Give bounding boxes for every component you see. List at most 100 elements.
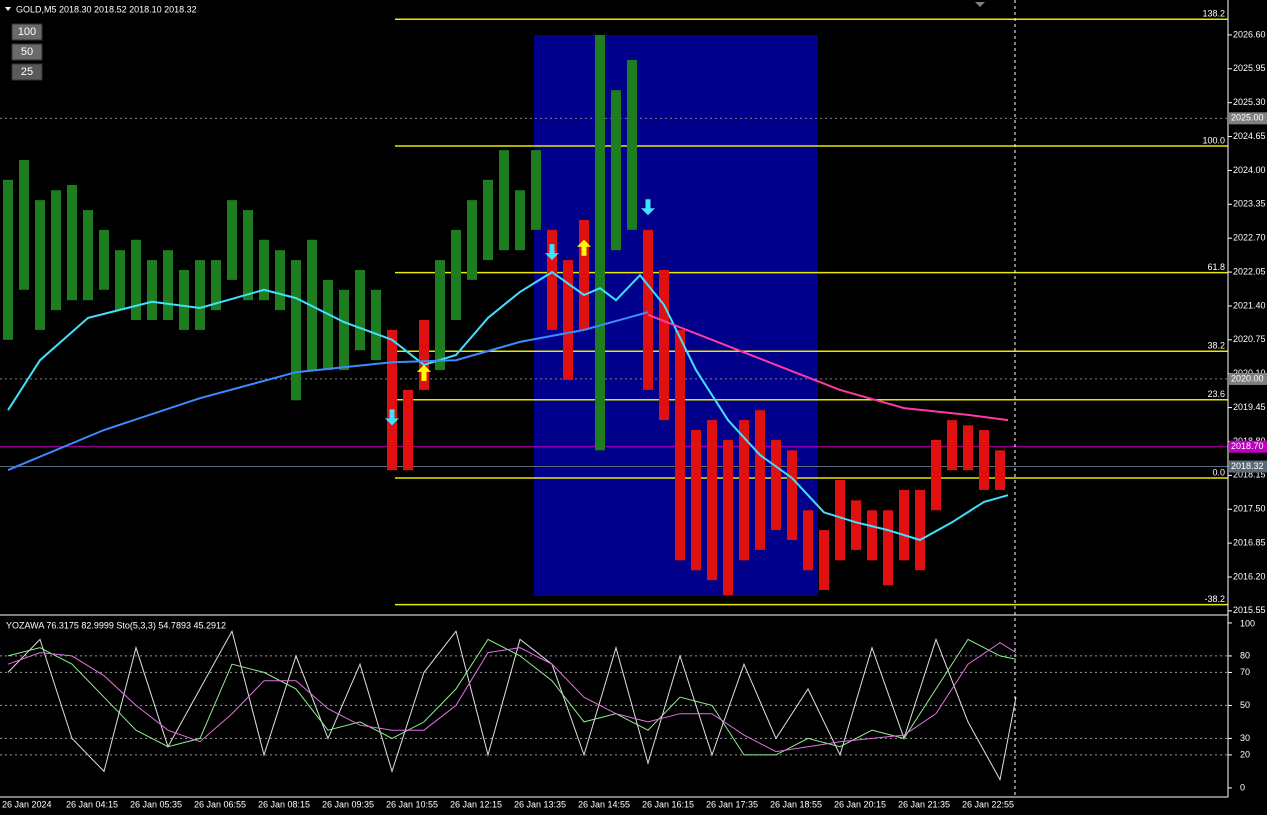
osc-tick-label: 20 — [1240, 749, 1250, 759]
x-tick-label: 26 Jan 22:55 — [962, 799, 1014, 809]
price-bar — [115, 250, 125, 311]
price-bar — [675, 329, 685, 561]
osc-tick-label: 100 — [1240, 618, 1255, 628]
fib-label: 38.2 — [1207, 341, 1225, 351]
price-bar — [467, 200, 477, 280]
y-tick-label: 2024.65 — [1233, 131, 1266, 141]
osc-tick-label: 50 — [1240, 700, 1250, 710]
price-bar — [627, 59, 637, 230]
signal-arrow — [641, 199, 655, 216]
price-bar — [323, 279, 333, 371]
menu-triangle — [5, 7, 11, 11]
price-bar — [691, 430, 701, 571]
price-marker-box — [1229, 112, 1267, 125]
zoom-button-label[interactable]: 100 — [18, 26, 36, 38]
osc-tick-label: 70 — [1240, 667, 1250, 677]
y-tick-label: 2025.95 — [1233, 63, 1266, 73]
price-bar — [291, 260, 301, 401]
signal-arrow — [417, 364, 431, 381]
price-bar — [419, 320, 429, 390]
x-tick-label: 26 Jan 04:15 — [66, 799, 118, 809]
price-bar — [787, 450, 797, 540]
zoom-button-bg[interactable] — [11, 43, 43, 61]
zoom-button-bg[interactable] — [11, 23, 43, 41]
x-tick-label: 26 Jan 09:35 — [322, 799, 374, 809]
y-tick-label: 2016.85 — [1233, 537, 1266, 547]
price-marker-box — [1229, 460, 1267, 473]
fib-label: -38.2 — [1204, 594, 1225, 604]
price-bar — [995, 450, 1005, 490]
x-tick-label: 26 Jan 10:55 — [386, 799, 438, 809]
price-bar — [515, 190, 525, 251]
price-marker-label: 2018.32 — [1231, 461, 1264, 471]
price-bar — [899, 489, 909, 561]
moving-average — [7, 311, 649, 472]
price-bar — [243, 210, 253, 301]
fib-label: 138.2 — [1202, 9, 1225, 19]
price-bar — [403, 389, 413, 471]
price-bar — [547, 229, 557, 330]
x-tick-label: 26 Jan 05:35 — [130, 799, 182, 809]
moving-average — [647, 313, 1009, 422]
x-tick-label: 26 Jan 12:15 — [450, 799, 502, 809]
price-bar — [163, 250, 173, 321]
x-tick-label: 26 Jan 08:15 — [258, 799, 310, 809]
price-marker-label: 2020.00 — [1231, 373, 1264, 383]
price-bar — [707, 420, 717, 581]
price-bar — [211, 260, 221, 311]
oscillator-line — [7, 629, 1017, 782]
price-bar — [259, 239, 269, 301]
price-bar — [803, 510, 813, 571]
price-bar — [67, 185, 77, 301]
oscillator-line — [7, 638, 1017, 756]
price-bar — [595, 34, 605, 451]
price-bar — [915, 489, 925, 571]
price-bar — [195, 260, 205, 330]
moving-average — [7, 270, 1009, 542]
price-bar — [179, 269, 189, 330]
chart-title: GOLD,M5 2018.30 2018.52 2018.10 2018.32 — [16, 4, 197, 14]
price-bar — [579, 219, 589, 330]
fib-label: 100.0 — [1202, 135, 1225, 145]
price-bar — [739, 420, 749, 561]
osc-tick-label: 0 — [1240, 782, 1245, 792]
price-bar — [835, 480, 845, 561]
price-bar — [51, 190, 61, 311]
fib-label: 61.8 — [1207, 262, 1225, 272]
y-tick-label: 2022.05 — [1233, 266, 1266, 276]
y-tick-label: 2026.60 — [1233, 29, 1266, 39]
signal-arrow — [385, 409, 399, 426]
oscillator-title: YOZAWA 76.3175 82.9999 Sto(5,3,3) 54.789… — [6, 620, 226, 630]
price-bar — [371, 289, 381, 361]
price-bar — [355, 269, 365, 351]
zoom-button-label[interactable]: 25 — [21, 66, 33, 78]
x-tick-label: 26 Jan 16:15 — [642, 799, 694, 809]
zoom-button[interactable]: 25 — [11, 63, 43, 81]
price-marker-label: 2025.00 — [1231, 113, 1264, 123]
price-bar — [307, 239, 317, 371]
y-tick-label: 2017.50 — [1233, 504, 1266, 514]
y-tick-label: 2016.20 — [1233, 571, 1266, 581]
x-tick-label: 26 Jan 17:35 — [706, 799, 758, 809]
x-tick-label: 26 Jan 20:15 — [834, 799, 886, 809]
fib-label: 23.6 — [1207, 389, 1225, 399]
price-bar — [531, 150, 541, 230]
price-bar — [643, 229, 653, 390]
price-bar — [35, 200, 45, 330]
price-bar — [851, 500, 861, 550]
price-bar — [275, 250, 285, 311]
zoom-button-bg[interactable] — [11, 63, 43, 81]
oscillator-line — [7, 642, 1017, 753]
zoom-button-label[interactable]: 50 — [21, 46, 33, 58]
price-bar — [339, 289, 349, 371]
price-bar — [83, 210, 93, 301]
price-marker-box — [1229, 372, 1267, 385]
price-marker-label: 2018.70 — [1231, 441, 1264, 451]
y-tick-label: 2022.70 — [1233, 233, 1266, 243]
y-tick-label: 2019.45 — [1233, 402, 1266, 412]
zoom-button[interactable]: 100 — [11, 23, 43, 41]
zoom-button[interactable]: 50 — [11, 43, 43, 61]
x-tick-label: 26 Jan 18:55 — [770, 799, 822, 809]
y-tick-label: 2024.00 — [1233, 165, 1266, 175]
